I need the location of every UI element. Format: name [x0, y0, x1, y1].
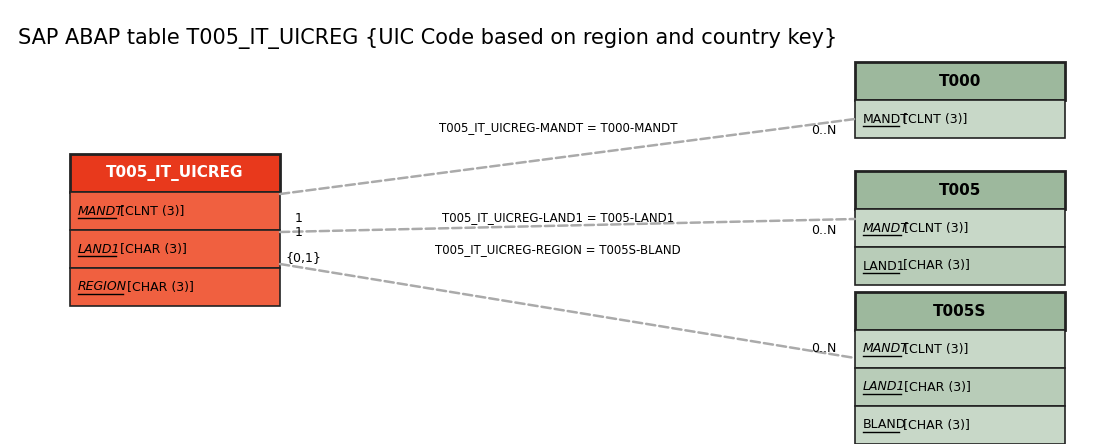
FancyBboxPatch shape	[855, 247, 1065, 285]
FancyBboxPatch shape	[70, 192, 280, 230]
Text: [CLNT (3)]: [CLNT (3)]	[901, 342, 969, 356]
Text: LAND1: LAND1	[863, 259, 905, 273]
FancyBboxPatch shape	[70, 268, 280, 306]
Text: MANDT: MANDT	[863, 342, 908, 356]
Text: MANDT: MANDT	[863, 112, 910, 126]
Text: T005S: T005S	[933, 304, 987, 318]
Text: T005_IT_UICREG-MANDT = T000-MANDT: T005_IT_UICREG-MANDT = T000-MANDT	[439, 122, 677, 135]
Text: [CLNT (3)]: [CLNT (3)]	[901, 222, 969, 234]
Text: T000: T000	[939, 74, 981, 88]
FancyBboxPatch shape	[70, 154, 280, 192]
Text: 1: 1	[295, 211, 302, 225]
Text: [CLNT (3)]: [CLNT (3)]	[115, 205, 184, 218]
Text: REGION: REGION	[78, 281, 127, 293]
Text: [CLNT (3)]: [CLNT (3)]	[899, 112, 968, 126]
Text: [CHAR (3)]: [CHAR (3)]	[115, 242, 186, 255]
Text: [CHAR (3)]: [CHAR (3)]	[123, 281, 194, 293]
Text: LAND1: LAND1	[78, 242, 121, 255]
Text: MANDT: MANDT	[78, 205, 124, 218]
Text: [CHAR (3)]: [CHAR (3)]	[899, 259, 970, 273]
FancyBboxPatch shape	[855, 368, 1065, 406]
FancyBboxPatch shape	[855, 330, 1065, 368]
Text: 0..N: 0..N	[810, 341, 836, 354]
Text: {0,1}: {0,1}	[285, 251, 321, 265]
Text: SAP ABAP table T005_IT_UICREG {UIC Code based on region and country key}: SAP ABAP table T005_IT_UICREG {UIC Code …	[18, 28, 837, 49]
FancyBboxPatch shape	[855, 171, 1065, 209]
Text: T005_IT_UICREG: T005_IT_UICREG	[106, 165, 243, 181]
Text: T005_IT_UICREG-REGION = T005S-BLAND: T005_IT_UICREG-REGION = T005S-BLAND	[435, 243, 681, 257]
Text: MANDT: MANDT	[863, 222, 908, 234]
Text: 1: 1	[295, 226, 302, 238]
Text: BLAND: BLAND	[863, 419, 906, 432]
Text: 0..N: 0..N	[810, 123, 836, 136]
Text: [CHAR (3)]: [CHAR (3)]	[899, 419, 970, 432]
FancyBboxPatch shape	[855, 292, 1065, 330]
FancyBboxPatch shape	[855, 406, 1065, 444]
Text: 0..N: 0..N	[810, 223, 836, 237]
Text: T005_IT_UICREG-LAND1 = T005-LAND1: T005_IT_UICREG-LAND1 = T005-LAND1	[442, 211, 674, 225]
FancyBboxPatch shape	[855, 62, 1065, 100]
FancyBboxPatch shape	[855, 209, 1065, 247]
FancyBboxPatch shape	[70, 230, 280, 268]
Text: T005: T005	[939, 182, 981, 198]
FancyBboxPatch shape	[855, 100, 1065, 138]
Text: LAND1: LAND1	[863, 381, 905, 393]
Text: [CHAR (3)]: [CHAR (3)]	[901, 381, 971, 393]
